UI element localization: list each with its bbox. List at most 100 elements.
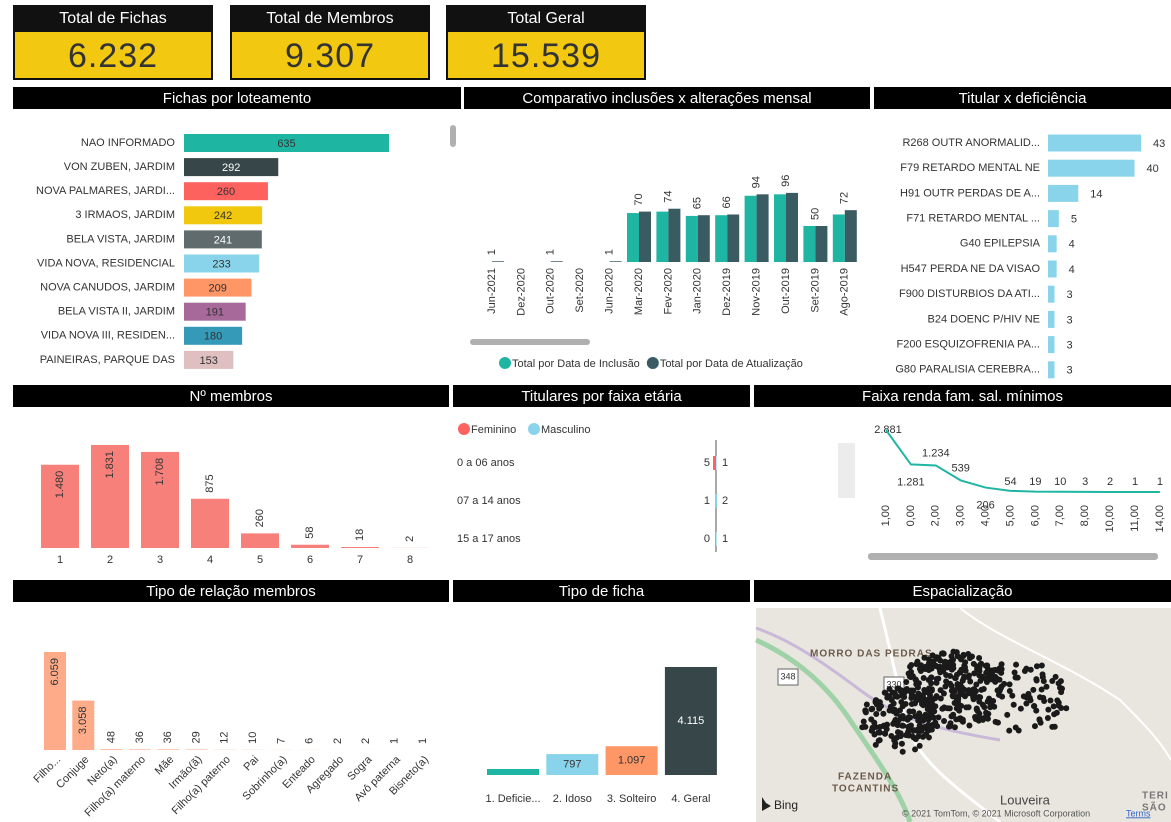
x-tick-label: 1. Deficie... xyxy=(485,793,541,805)
scroll-track xyxy=(838,443,855,498)
map-point xyxy=(921,723,928,730)
data-label: 1 xyxy=(704,495,710,507)
bar xyxy=(1048,159,1135,177)
panel-title: Tipo de relação membros xyxy=(146,583,316,600)
map-point xyxy=(1041,698,1048,705)
map-point xyxy=(912,736,919,743)
panel-title: Tipo de ficha xyxy=(559,583,645,600)
bar xyxy=(492,261,504,262)
map-point xyxy=(903,678,910,685)
category-label: BELA VISTA, JARDIM xyxy=(66,233,175,245)
map-point xyxy=(1033,707,1040,714)
legend-label: Total por Data de Atualização xyxy=(660,358,803,370)
map-point xyxy=(937,695,944,702)
scrollbar[interactable] xyxy=(450,125,456,147)
map-point xyxy=(934,723,941,730)
x-tick-label: Ago-2019 xyxy=(839,268,851,316)
map-point xyxy=(1006,681,1013,688)
x-tick-label: 2 xyxy=(107,554,113,566)
map-point xyxy=(869,724,876,731)
map-logo: Bing xyxy=(774,798,798,812)
x-tick-label: 7 xyxy=(357,554,363,566)
map-point xyxy=(966,655,973,662)
bar xyxy=(184,278,252,297)
map-point xyxy=(960,652,967,659)
data-label: 4 xyxy=(1069,239,1075,251)
bar xyxy=(184,254,260,273)
terms-link[interactable]: Terms xyxy=(1126,808,1151,818)
map-point xyxy=(940,690,947,697)
data-label: 70 xyxy=(633,193,645,205)
map-point xyxy=(884,721,891,728)
bar xyxy=(1048,361,1055,379)
map-point xyxy=(913,693,920,700)
card: Total Geral 15.539 xyxy=(446,5,646,80)
bar xyxy=(184,182,268,201)
scrollbar[interactable] xyxy=(470,339,590,345)
map-point xyxy=(976,664,983,671)
card-value: 6.232 xyxy=(68,37,158,75)
legend-swatch xyxy=(528,423,540,435)
scrollbar[interactable] xyxy=(868,553,1158,560)
bar xyxy=(1048,235,1057,253)
map-point xyxy=(925,716,932,723)
bar xyxy=(1048,336,1055,354)
map-point xyxy=(994,719,1001,726)
data-label: 260 xyxy=(254,509,266,527)
map-point xyxy=(999,693,1006,700)
map-point xyxy=(890,708,897,715)
x-tick-label: 10,00 xyxy=(1104,505,1116,533)
legend-label: Feminino xyxy=(471,424,516,436)
data-label: 260 xyxy=(217,186,235,198)
data-label: 1 xyxy=(604,249,616,255)
map-point xyxy=(875,737,882,744)
map-point xyxy=(1009,692,1016,699)
road-shield xyxy=(777,668,799,686)
map-point xyxy=(998,661,1005,668)
map-point xyxy=(1047,697,1054,704)
map-point xyxy=(1033,663,1040,670)
map-point xyxy=(954,680,961,687)
map-point xyxy=(918,701,925,708)
bar xyxy=(91,445,129,548)
data-label: 2 xyxy=(332,738,344,744)
map-point xyxy=(1039,671,1046,678)
place-label: TERI xyxy=(1142,791,1169,802)
map-point xyxy=(942,683,949,690)
map-point xyxy=(1026,694,1033,701)
bar xyxy=(550,261,563,262)
x-tick-label: 6 xyxy=(307,554,313,566)
map-point xyxy=(920,675,927,682)
data-label: 10 xyxy=(1054,476,1066,488)
place-label: MORRO DAS PEDRAS xyxy=(810,649,933,660)
map-point xyxy=(1006,688,1013,695)
data-label: 1 xyxy=(722,533,728,545)
x-tick-label: 14,00 xyxy=(1154,505,1166,533)
data-label: 635 xyxy=(277,138,295,150)
map-point xyxy=(925,660,932,667)
map-point xyxy=(1063,705,1070,712)
map-background xyxy=(756,608,1171,822)
map-point xyxy=(915,717,922,724)
bar xyxy=(1048,210,1059,228)
bar xyxy=(72,700,95,750)
data-label: 206 xyxy=(976,499,994,511)
category-label: PAINEIRAS, PARQUE DAS xyxy=(40,354,175,366)
data-label: 1.097 xyxy=(618,755,646,767)
x-tick-label: Out-2019 xyxy=(780,268,792,314)
bar xyxy=(1048,310,1055,328)
map-point xyxy=(960,691,967,698)
bar xyxy=(487,768,539,775)
bar xyxy=(191,498,229,548)
map-point xyxy=(896,707,903,714)
data-label: 29 xyxy=(190,731,202,743)
map-point xyxy=(989,671,996,678)
map-point xyxy=(891,737,898,744)
map-point xyxy=(983,675,990,682)
map-point xyxy=(953,705,960,712)
card-title: Total de Fichas xyxy=(59,10,167,27)
category-label: BELA VISTA II, JARDIM xyxy=(58,306,175,318)
bar xyxy=(1048,260,1057,278)
map-point xyxy=(953,671,960,678)
